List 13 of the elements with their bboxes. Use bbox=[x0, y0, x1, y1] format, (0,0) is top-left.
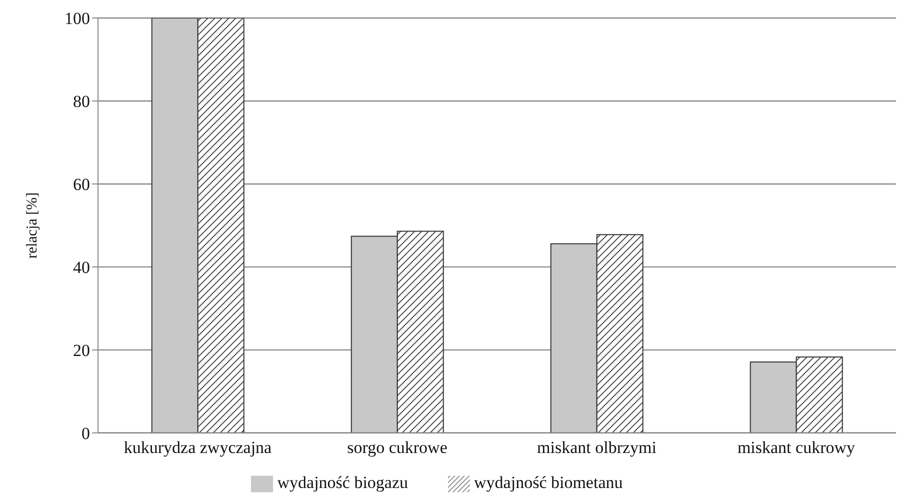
y-tick-label: 60 bbox=[73, 174, 90, 194]
legend-label: wydajność biometanu bbox=[474, 472, 623, 492]
y-tick-label: 40 bbox=[73, 258, 90, 277]
y-tick-label: 0 bbox=[82, 424, 90, 443]
x-tick-label: sorgo cukrowe bbox=[347, 438, 448, 457]
legend-label: wydajność biogazu bbox=[277, 472, 408, 492]
x-tick-label: miskant cukrowy bbox=[737, 438, 856, 457]
x-tick-label: miskant olbrzymi bbox=[537, 438, 657, 457]
x-tick-label: kukurydza zwyczajna bbox=[124, 438, 272, 457]
y-axis-title: relacja [%] bbox=[24, 192, 40, 259]
y-tick-label: 100 bbox=[64, 9, 90, 28]
y-tick-label: 20 bbox=[73, 340, 90, 360]
y-tick-label: 80 bbox=[73, 92, 90, 112]
